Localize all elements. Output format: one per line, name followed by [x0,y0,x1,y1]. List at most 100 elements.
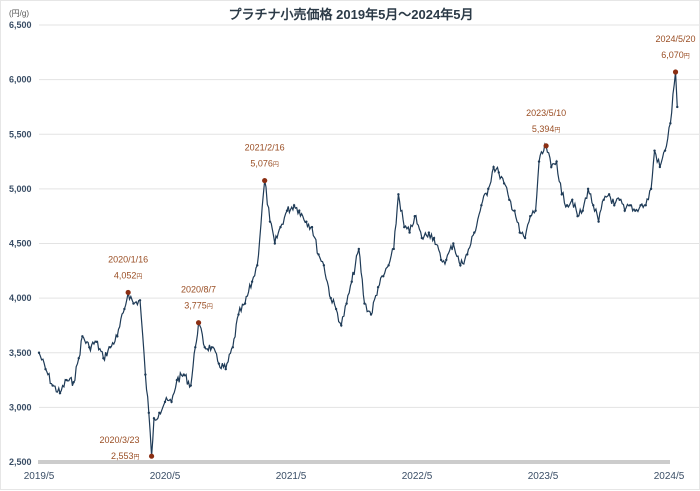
data-point [116,335,119,338]
data-point [529,214,532,218]
data-point [487,187,490,191]
data-point [452,242,455,245]
data-point [592,204,595,207]
data-point [37,351,41,354]
data-point [459,264,462,267]
data-point [623,209,626,212]
data-point [138,299,142,302]
data-point [576,214,579,218]
data-point [322,264,326,267]
x-tick-label: 2020/5 [150,471,181,482]
annotation-value: 5,394円 [532,124,561,134]
data-point [376,286,380,289]
data-point [273,242,277,245]
data-point [72,381,75,384]
data-point [649,187,653,191]
data-point [639,204,642,207]
data-point [382,275,385,278]
data-point [658,165,662,169]
data-point [194,346,197,349]
data-point [420,236,424,240]
data-point [152,417,156,420]
data-point [663,149,667,152]
data-point [81,335,84,338]
y-tick-label: 3,500 [9,348,32,358]
data-point [329,296,332,300]
data-point [95,340,98,344]
data-point [586,187,590,191]
data-point [357,247,361,251]
data-point [237,313,240,316]
data-point [109,346,112,349]
data-point [88,346,91,349]
y-tick-label: 2,500 [9,457,32,467]
data-point [392,247,395,251]
data-point [51,384,54,387]
data-point [473,231,476,234]
data-point [628,204,632,207]
data-point [560,193,563,196]
data-point [268,220,272,223]
annotation-marker [262,177,268,184]
data-point [492,165,495,169]
data-point [189,384,193,387]
x-tick-label: 2024/5 [654,471,685,482]
y-tick-label: 6,000 [9,75,32,85]
data-point [676,105,679,109]
data-point [432,236,436,240]
data-point [408,231,411,234]
data-point [317,253,320,256]
data-point [123,307,126,311]
data-point [102,357,105,360]
data-point [182,373,185,376]
data-point [256,264,259,267]
data-point [224,367,227,371]
data-point [653,149,656,152]
data-point [279,225,282,229]
annotation-value: 4,052円 [114,270,143,280]
annotation-date: 2024/5/20 [656,34,696,44]
chart-title: プラチナ小売価格 2019年5月～2024年5月 [229,7,474,22]
data-point [369,313,373,316]
annotation-date: 2021/2/16 [245,143,285,153]
data-point [571,198,574,201]
data-point [534,209,537,212]
data-point [292,204,296,207]
data-point [480,204,483,207]
y-tick-label: 6,500 [9,20,32,30]
data-point [403,225,406,229]
data-point [210,346,214,349]
annotation-date: 2020/8/7 [181,285,216,295]
y-tick-label: 5,500 [9,129,32,139]
data-point [77,357,80,360]
data-point [298,209,301,212]
data-point [497,171,500,174]
x-tick-label: 2023/5 [528,471,559,482]
data-point [285,209,289,212]
data-point [513,209,516,212]
annotation-marker [672,69,679,75]
data-point [439,258,443,262]
data-point [175,378,179,382]
data-point [607,193,611,196]
data-point [132,302,135,305]
data-point [231,346,235,349]
data-point [310,225,314,229]
data-point [644,204,647,207]
data-point [466,253,469,256]
x-tick-label: 2022/5 [402,471,433,482]
data-point [243,302,247,305]
data-point [58,391,62,395]
y-tick-label: 4,000 [9,293,32,303]
data-point [65,378,68,382]
data-point [555,160,558,163]
data-point [502,182,506,185]
data-point [602,198,605,201]
annotation-marker [195,320,202,326]
data-point [144,373,147,376]
x-tick-label: 2021/5 [276,471,307,482]
data-point [634,209,637,212]
data-point [217,362,221,365]
